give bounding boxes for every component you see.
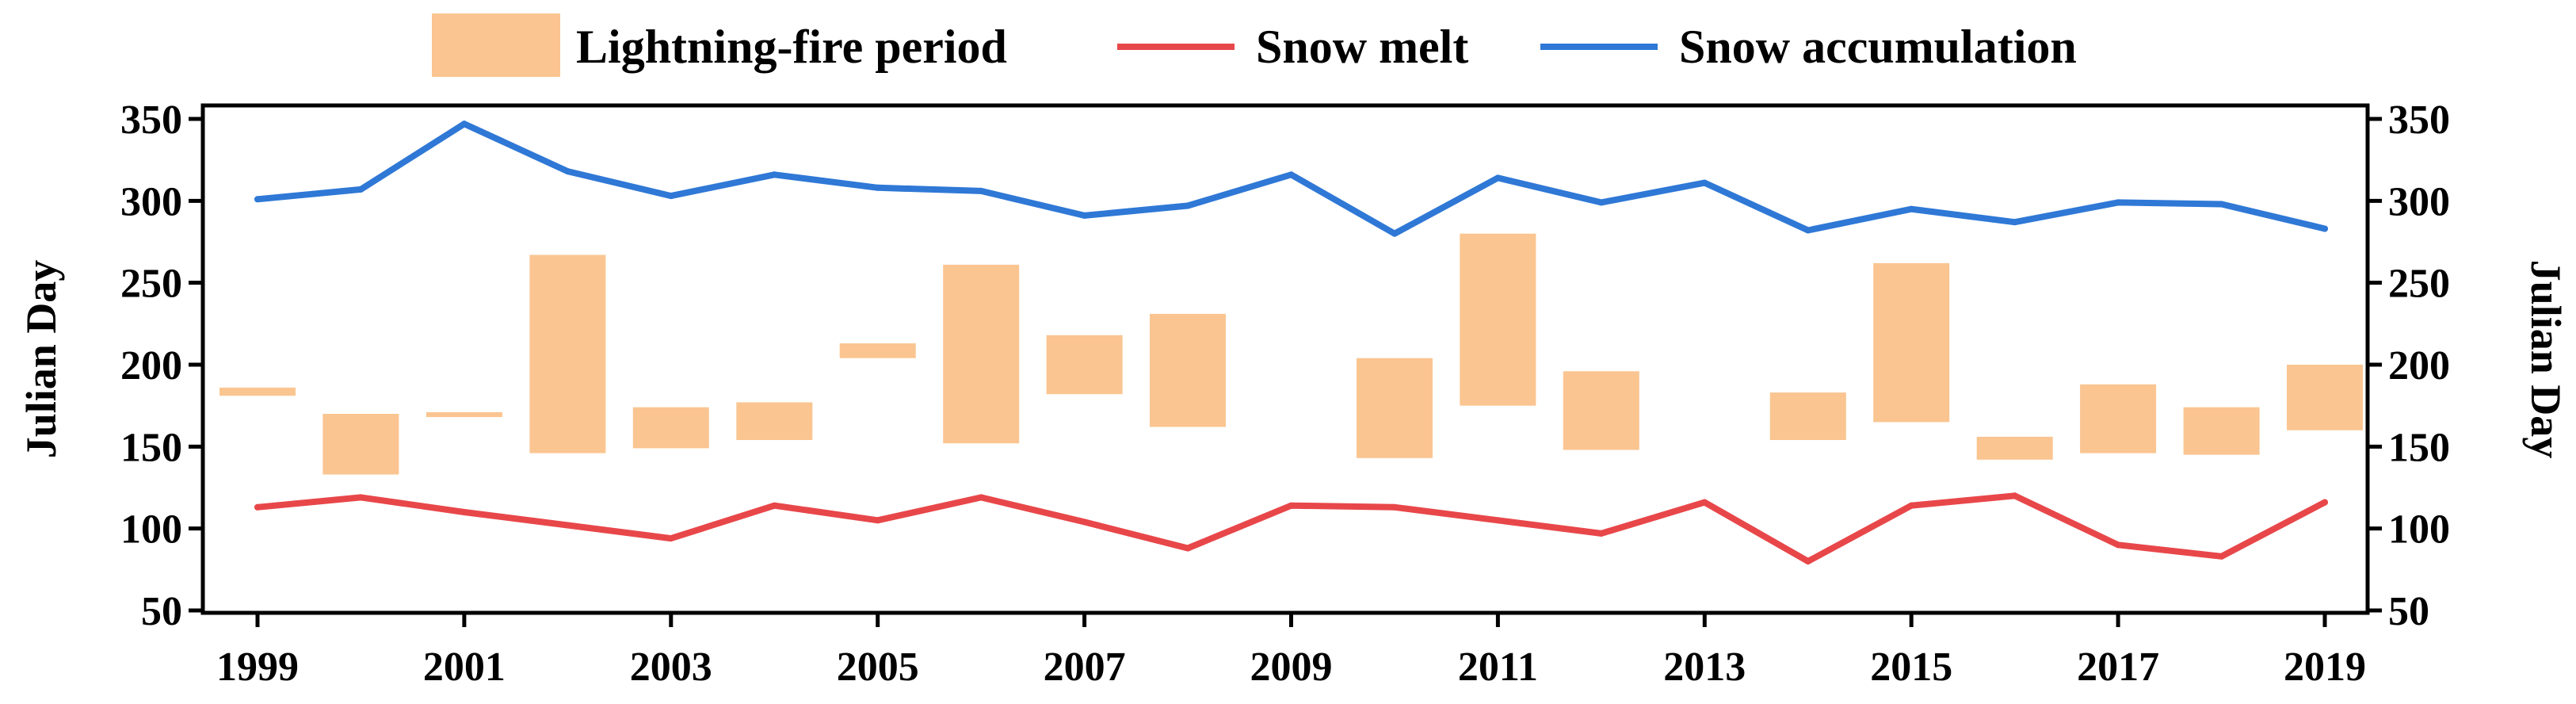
data-point-snow-accumulation-2005 [874, 184, 881, 191]
data-point-snow-accumulation-2007 [1081, 212, 1088, 219]
fire-period-bar-2007 [1046, 335, 1123, 395]
data-point-snow-melt-2005 [874, 517, 881, 524]
data-point-snow-melt-2017 [2115, 541, 2122, 549]
x-tick-label-2003: 2003 [630, 645, 712, 690]
x-tick-label-2019: 2019 [2284, 645, 2366, 690]
fire-period-bar-2001 [426, 411, 502, 418]
y-tick-label-right-200: 200 [2388, 343, 2450, 388]
y-tick-label-left-200: 200 [120, 343, 182, 388]
y-tick-label-right-100: 100 [2388, 507, 2450, 553]
fire-period-bar-1999 [219, 387, 296, 396]
y-tick-label-right-300: 300 [2388, 179, 2450, 224]
data-point-snow-melt-2000 [357, 494, 364, 501]
legend-swatch-lightning-fire-period [432, 13, 560, 77]
y-tick-label-left-250: 250 [120, 262, 182, 307]
line-layer [254, 121, 2328, 564]
fire-period-bar-2010 [1357, 358, 1433, 458]
data-point-snow-melt-2010 [1391, 503, 1398, 511]
fire-period-bar-2019 [2287, 365, 2363, 430]
x-tick-label-1999: 1999 [216, 645, 299, 690]
data-point-snow-melt-1999 [254, 503, 261, 511]
data-point-snow-melt-2002 [564, 522, 571, 529]
fire-period-bar-2003 [632, 407, 709, 449]
data-point-snow-melt-2016 [2011, 492, 2018, 499]
fire-period-bar-2012 [1563, 371, 1639, 450]
data-point-snow-accumulation-2017 [2115, 199, 2122, 206]
x-tick-label-2017: 2017 [2077, 645, 2159, 690]
data-point-snow-accumulation-1999 [254, 196, 261, 203]
y-tick-label-left-350: 350 [120, 98, 182, 143]
fire-period-bar-2000 [322, 414, 399, 475]
data-point-snow-accumulation-2016 [2011, 219, 2018, 226]
y-tick-label-left-150: 150 [120, 425, 182, 470]
data-point-snow-accumulation-2008 [1185, 202, 1191, 209]
data-point-snow-melt-2006 [978, 494, 985, 501]
legend-label-snow-melt: Snow melt [1256, 21, 1468, 73]
fire-period-bar-2002 [529, 254, 606, 453]
data-point-snow-melt-2011 [1494, 517, 1502, 524]
fire-period-bar-2017 [2080, 384, 2157, 453]
data-point-snow-accumulation-2003 [667, 193, 674, 200]
x-tick-label-2001: 2001 [423, 645, 506, 690]
x-tick-label-2005: 2005 [837, 645, 919, 690]
legend: Lightning-fire period Snow melt Snow acc… [432, 13, 2077, 77]
data-point-snow-accumulation-2000 [357, 186, 364, 193]
data-point-snow-melt-2013 [1701, 499, 1708, 506]
data-point-snow-melt-2001 [460, 509, 467, 515]
y-tick-label-left-50: 50 [141, 589, 182, 634]
fire-period-bar-2006 [943, 264, 1020, 444]
fire-period-bar-2016 [1976, 436, 2053, 460]
y-tick-label-left-100: 100 [120, 507, 182, 553]
x-tick-label-2009: 2009 [1250, 645, 1333, 690]
data-point-snow-melt-2007 [1081, 518, 1088, 526]
data-point-snow-melt-2004 [771, 502, 778, 509]
y-tick-label-right-350: 350 [2388, 98, 2450, 143]
data-point-snow-accumulation-2001 [460, 121, 467, 128]
y-tick-label-left-300: 300 [120, 179, 182, 224]
x-tick-label-2007: 2007 [1044, 645, 1126, 690]
data-point-snow-accumulation-2019 [2322, 225, 2328, 232]
bar-layer [219, 233, 2363, 475]
data-point-snow-accumulation-2009 [1288, 171, 1295, 178]
y-tick-label-right-50: 50 [2388, 589, 2429, 634]
fire-period-bar-2011 [1460, 233, 1536, 406]
data-point-snow-melt-2009 [1288, 502, 1295, 509]
axes: 50 50 100 100 150 150 200 200 250 250 300 300 350 350… [120, 98, 2450, 690]
fire-period-bar-2014 [1769, 392, 1846, 440]
fire-period-bar-2005 [839, 343, 916, 358]
data-point-snow-accumulation-2015 [1908, 205, 1915, 212]
data-point-snow-accumulation-2002 [564, 168, 571, 175]
data-point-snow-accumulation-2011 [1494, 174, 1502, 182]
fire-period-bar-2018 [2183, 407, 2260, 455]
data-point-snow-accumulation-2006 [978, 187, 985, 194]
x-tick-label-2011: 2011 [1458, 645, 1538, 690]
fire-period-bar-2015 [1873, 262, 1950, 423]
x-tick-label-2013: 2013 [1663, 645, 1746, 690]
plot-frame [200, 103, 2370, 615]
series-line-snow-accumulation [254, 121, 2328, 237]
data-point-snow-melt-2003 [667, 535, 674, 542]
data-point-snow-accumulation-2014 [1804, 227, 1811, 234]
fire-period-bar-2008 [1150, 313, 1226, 427]
legend-label-lightning-fire-period: Lightning-fire period [576, 21, 1007, 73]
x-tick-label-2015: 2015 [1870, 645, 1952, 690]
data-point-snow-melt-2019 [2322, 499, 2328, 506]
y-axis-label-left: Julian Day [17, 260, 65, 459]
fire-period-bar-2004 [736, 402, 813, 440]
data-point-snow-accumulation-2010 [1391, 230, 1398, 237]
legend-label-snow-accumulation: Snow accumulation [1679, 21, 2077, 73]
data-point-snow-accumulation-2018 [2218, 201, 2225, 208]
data-point-snow-melt-2014 [1804, 558, 1811, 564]
y-tick-label-right-150: 150 [2388, 425, 2450, 470]
data-point-snow-melt-2018 [2218, 553, 2225, 560]
data-point-snow-accumulation-2012 [1597, 199, 1605, 206]
y-tick-label-right-250: 250 [2388, 262, 2450, 307]
data-point-snow-melt-2012 [1597, 530, 1605, 537]
data-point-snow-melt-2008 [1185, 545, 1191, 552]
y-axis-label-right: Julian Day [2522, 260, 2570, 459]
data-point-snow-accumulation-2013 [1701, 179, 1708, 186]
data-point-snow-melt-2015 [1908, 502, 1915, 509]
data-point-snow-accumulation-2004 [771, 171, 778, 178]
